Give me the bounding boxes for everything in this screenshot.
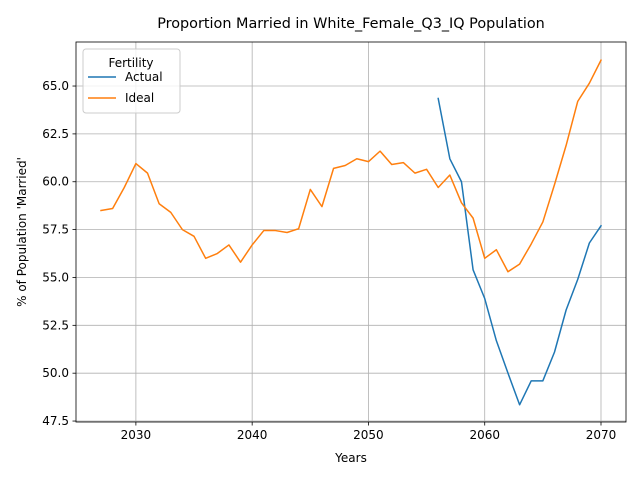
x-tick-label: 2050 <box>353 428 384 442</box>
x-tick-label: 2070 <box>586 428 617 442</box>
series-line-ideal <box>100 59 603 273</box>
plot-frame <box>75 41 627 423</box>
y-tick-label: 52.5 <box>42 318 69 332</box>
y-tick-label: 50.0 <box>42 366 69 380</box>
y-tick-label: 47.5 <box>42 414 69 428</box>
series-group <box>100 59 603 406</box>
x-tick-label: 2060 <box>469 428 500 442</box>
y-axis: 47.5 50.0 52.5 55.0 57.5 60.0 62.5 65.0 <box>42 79 76 428</box>
chart-title: Proportion Married in White_Female_Q3_IQ… <box>157 16 545 32</box>
legend: Fertility Actual Ideal <box>82 48 181 114</box>
y-axis-label: % of Population 'Married' <box>15 157 29 307</box>
x-axis: 2030 2040 2050 2060 2070 <box>121 422 617 442</box>
x-tick-label: 2030 <box>121 428 152 442</box>
legend-label-ideal: Ideal <box>125 91 154 105</box>
legend-title: Fertility <box>108 56 153 70</box>
y-tick-label: 62.5 <box>42 127 69 141</box>
legend-box <box>82 48 181 114</box>
x-axis-label: Years <box>334 451 367 465</box>
y-tick-label: 55.0 <box>42 270 69 284</box>
series-line-actual <box>437 97 603 406</box>
legend-label-actual: Actual <box>125 70 163 84</box>
y-tick-label: 60.0 <box>42 175 69 189</box>
y-tick-label: 57.5 <box>42 223 69 237</box>
grid <box>76 42 626 422</box>
x-tick-label: 2040 <box>237 428 268 442</box>
y-tick-label: 65.0 <box>42 79 69 93</box>
